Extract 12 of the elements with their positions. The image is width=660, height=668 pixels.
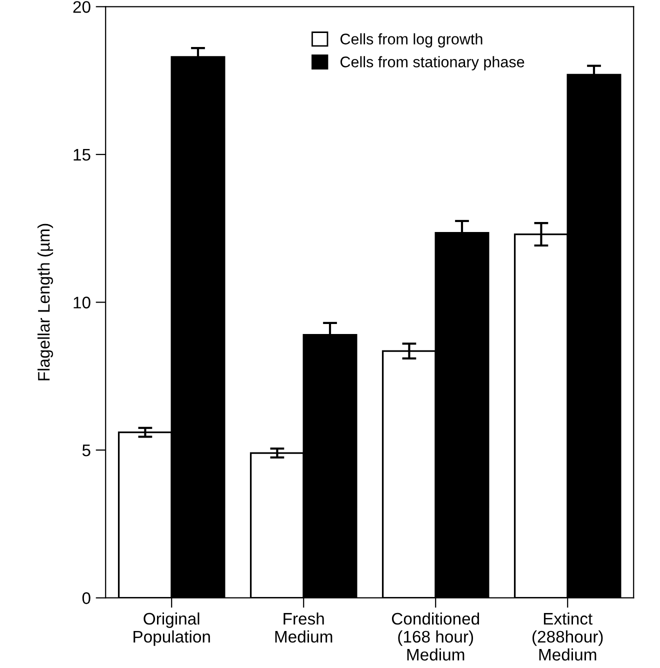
legend-label: Cells from stationary phase [340, 56, 524, 70]
y-tick-label: 0 [82, 592, 90, 604]
y-tick-label: 5 [82, 444, 90, 456]
legend-label: Cells from log growth [340, 33, 482, 48]
y-axis-title: Flagellar Length (µm) [38, 224, 54, 380]
x-tick-label: Original Population [134, 612, 210, 646]
x-tick-label: Extinct (288hour) Medium [532, 612, 603, 661]
x-tick-label: Fresh Medium [275, 612, 332, 643]
y-tick-label: 10 [74, 296, 90, 308]
y-tick-label: 15 [74, 149, 90, 161]
x-tick-label: Conditioned (168 hour) Medium [392, 612, 480, 661]
y-tick-label: 20 [73, 1, 90, 13]
